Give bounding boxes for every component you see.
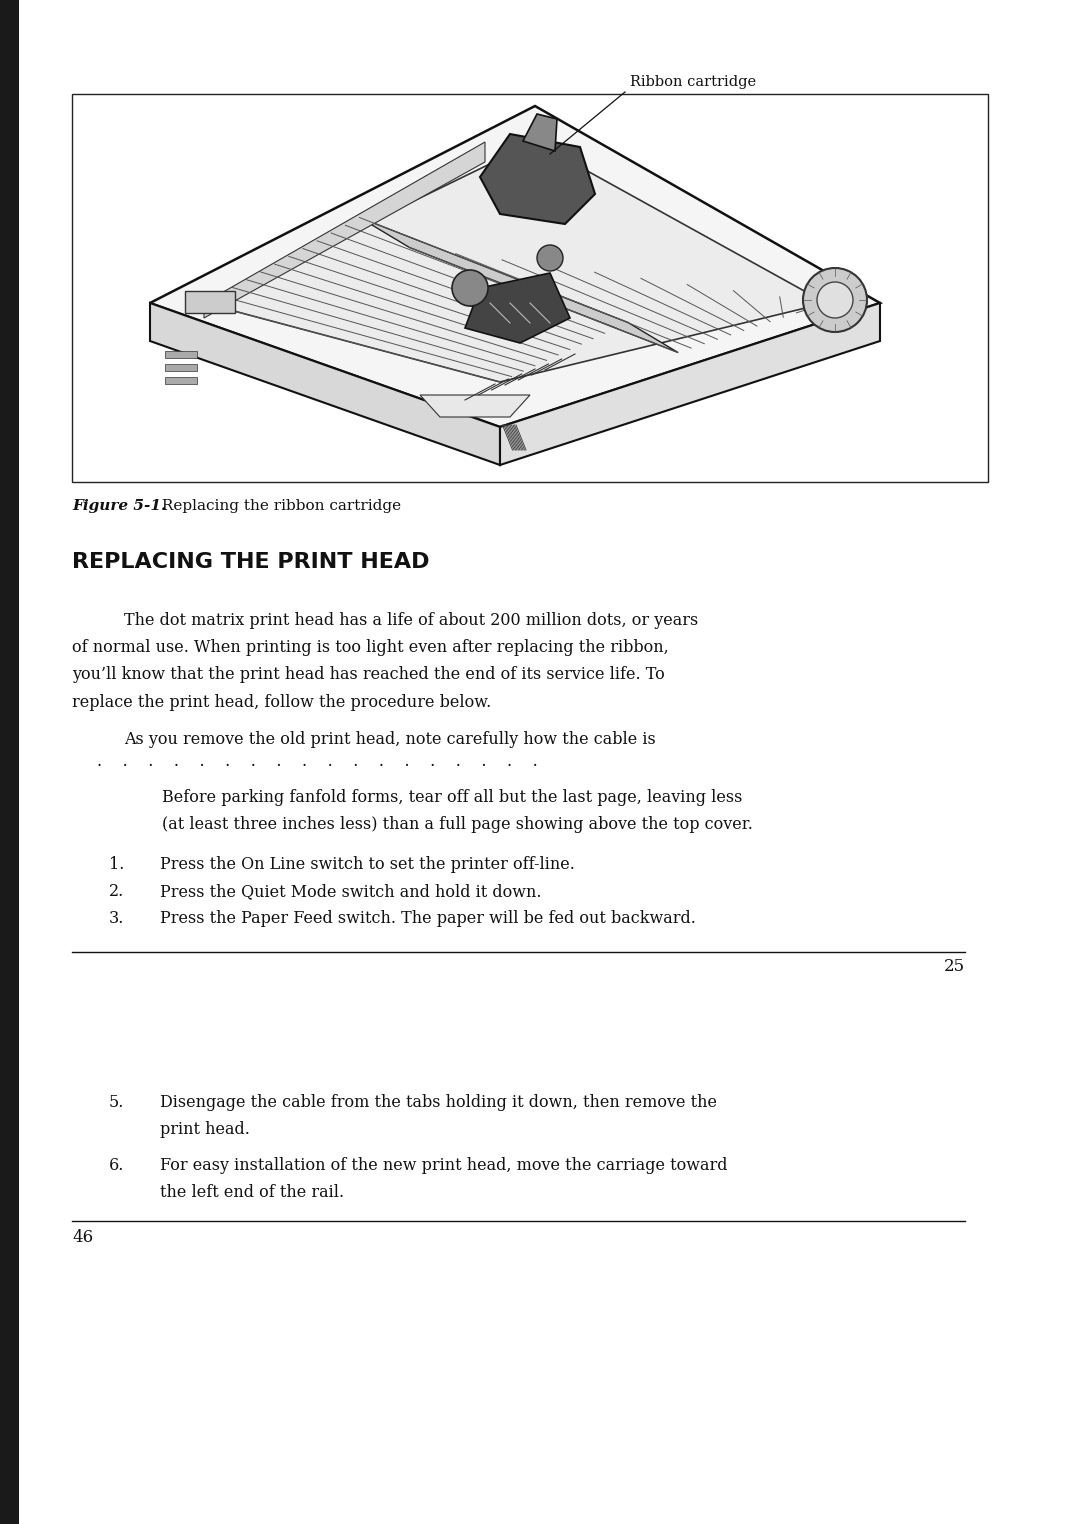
Text: Figure 5-1.: Figure 5-1. xyxy=(72,498,166,514)
Polygon shape xyxy=(480,134,595,224)
Text: The dot matrix print head has a life of about 200 million dots, or years: The dot matrix print head has a life of … xyxy=(124,613,699,629)
Text: print head.: print head. xyxy=(160,1122,249,1138)
Text: 46: 46 xyxy=(72,1228,93,1247)
Text: As you remove the old print head, note carefully how the cable is: As you remove the old print head, note c… xyxy=(124,732,656,748)
Text: For easy installation of the new print head, move the carriage toward: For easy installation of the new print h… xyxy=(160,1157,728,1173)
Text: 6.: 6. xyxy=(109,1157,124,1173)
Text: ·    ·    ·    ·    ·    ·    ·    ·    ·    ·    ·    ·    ·    ·    ·    ·    : · · · · · · · · · · · · · · · · xyxy=(97,757,538,776)
Bar xyxy=(0,0,19,1524)
Bar xyxy=(165,376,197,384)
Text: Press the On Line switch to set the printer off-line.: Press the On Line switch to set the prin… xyxy=(160,855,575,873)
Text: Replacing the ribbon cartridge: Replacing the ribbon cartridge xyxy=(157,498,401,514)
Polygon shape xyxy=(500,303,880,465)
Polygon shape xyxy=(150,107,880,427)
Text: the left end of the rail.: the left end of the rail. xyxy=(160,1184,345,1201)
Polygon shape xyxy=(465,273,570,343)
Text: REPLACING THE PRINT HEAD: REPLACING THE PRINT HEAD xyxy=(72,552,430,572)
Text: 5.: 5. xyxy=(109,1094,124,1111)
Circle shape xyxy=(453,270,488,306)
Text: 2.: 2. xyxy=(109,882,124,899)
Text: Before parking fanfold forms, tear off all but the last page, leaving less: Before parking fanfold forms, tear off a… xyxy=(162,789,742,806)
Bar xyxy=(165,351,197,358)
Polygon shape xyxy=(204,142,826,383)
Circle shape xyxy=(804,268,867,332)
Bar xyxy=(72,94,988,482)
Polygon shape xyxy=(360,218,678,352)
Polygon shape xyxy=(150,303,500,465)
Circle shape xyxy=(816,282,853,319)
Text: Press the Quiet Mode switch and hold it down.: Press the Quiet Mode switch and hold it … xyxy=(160,882,541,899)
Text: 3.: 3. xyxy=(109,910,124,927)
Polygon shape xyxy=(204,142,485,319)
Polygon shape xyxy=(523,114,557,151)
Circle shape xyxy=(537,245,563,271)
Text: 1.: 1. xyxy=(109,855,124,873)
Text: Disengage the cable from the tabs holding it down, then remove the: Disengage the cable from the tabs holdin… xyxy=(160,1094,717,1111)
Polygon shape xyxy=(420,395,530,418)
Text: Ribbon cartridge: Ribbon cartridge xyxy=(630,75,756,88)
Text: replace the print head, follow the procedure below.: replace the print head, follow the proce… xyxy=(72,693,491,710)
Text: (at least three inches less) than a full page showing above the top cover.: (at least three inches less) than a full… xyxy=(162,817,753,834)
Text: of normal use. When printing is too light even after replacing the ribbon,: of normal use. When printing is too ligh… xyxy=(72,639,669,657)
Text: Press the Paper Feed switch. The paper will be fed out backward.: Press the Paper Feed switch. The paper w… xyxy=(160,910,696,927)
Bar xyxy=(185,291,235,312)
Text: you’ll know that the print head has reached the end of its service life. To: you’ll know that the print head has reac… xyxy=(72,666,665,683)
Bar xyxy=(165,364,197,370)
Text: 25: 25 xyxy=(944,959,966,975)
